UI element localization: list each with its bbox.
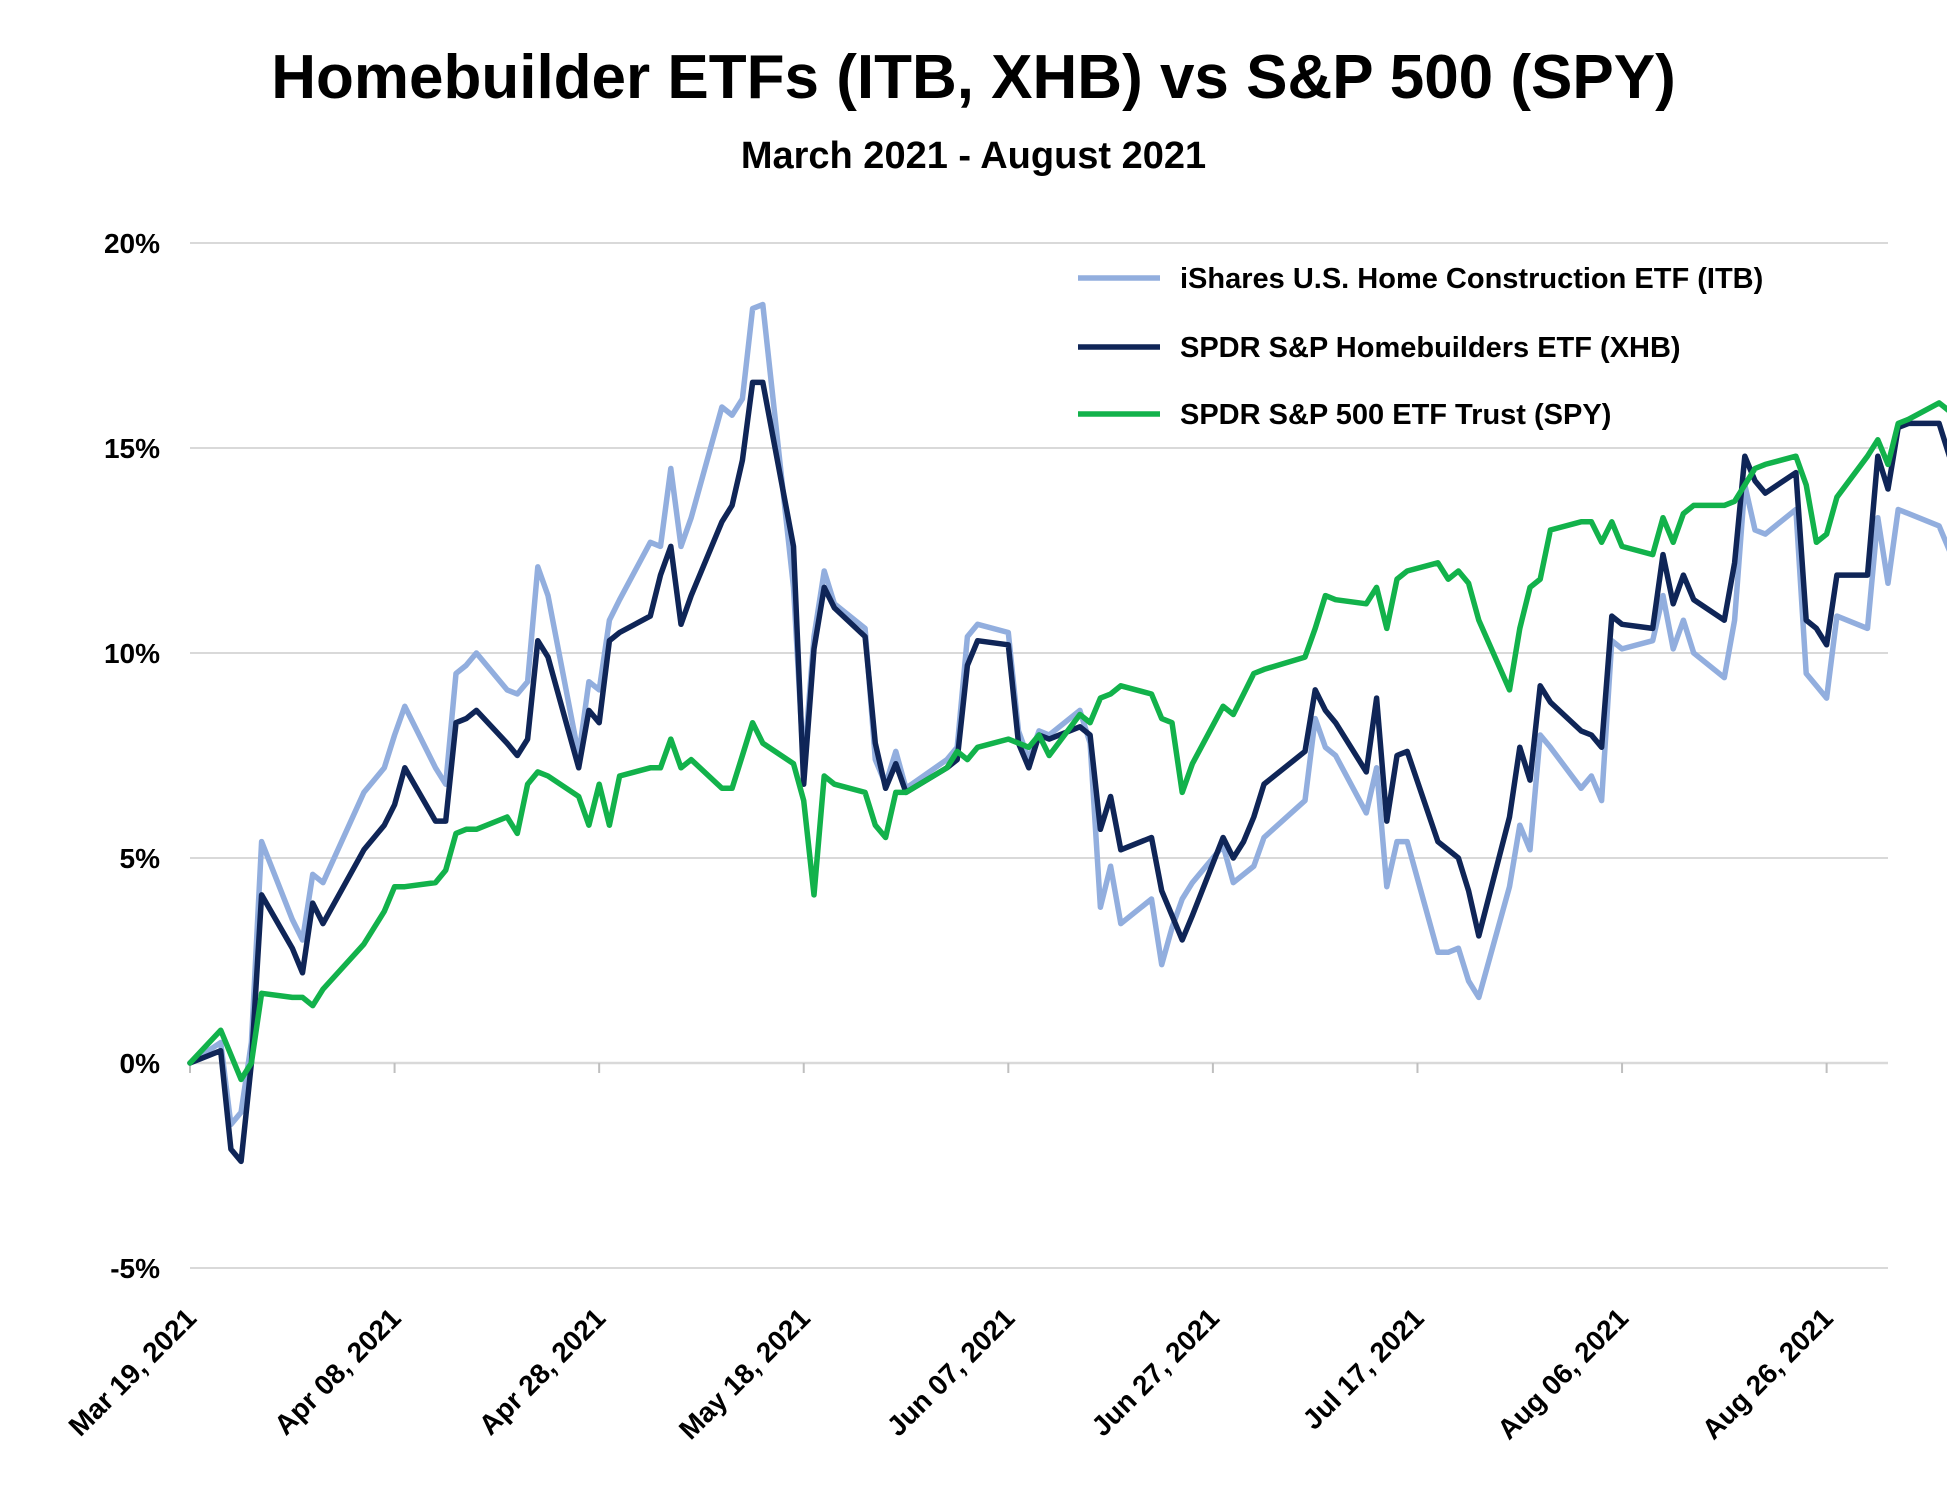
y-tick-label: 0% <box>120 1048 161 1079</box>
x-tick-label: Jul 17, 2021 <box>1297 1302 1430 1435</box>
x-axis-tick-labels: Mar 19, 2021 Apr 08, 2021 Apr 28, 2021 May … <box>63 1302 1839 1445</box>
y-tick-label: -5% <box>110 1253 160 1284</box>
x-tick-label: Apr 28, 2021 <box>473 1302 612 1441</box>
y-tick-label: 15% <box>104 433 160 464</box>
legend-label: iShares U.S. Home Construction ETF (ITB) <box>1180 263 1763 295</box>
legend: iShares U.S. Home Construction ETF (ITB)… <box>1078 263 1763 431</box>
x-axis <box>189 1061 1888 1073</box>
series-line <box>187 400 1947 1083</box>
series-line <box>187 301 1947 1128</box>
gridlines <box>190 242 1888 1269</box>
series-line <box>187 379 1947 1165</box>
y-axis-tick-labels: -5% 0% 5% 10% 15% 20% <box>104 228 160 1284</box>
x-tick-label: Aug 06, 2021 <box>1491 1302 1634 1445</box>
x-tick-label: Aug 26, 2021 <box>1696 1302 1839 1445</box>
y-tick-label: 10% <box>104 638 160 669</box>
x-tick-label: Apr 08, 2021 <box>268 1302 407 1441</box>
x-tick-label: Jun 27, 2021 <box>1085 1302 1225 1442</box>
legend-label: SPDR S&P Homebuilders ETF (XHB) <box>1180 332 1681 364</box>
series-lines <box>187 301 1947 1165</box>
y-tick-label: 5% <box>120 843 161 874</box>
legend-label: SPDR S&P 500 ETF Trust (SPY) <box>1180 399 1611 431</box>
y-tick-label: 20% <box>104 228 160 259</box>
chart-subtitle: March 2021 - August 2021 <box>740 135 1207 177</box>
x-tick-label: Mar 19, 2021 <box>63 1302 203 1442</box>
x-tick-label: May 18, 2021 <box>673 1302 816 1445</box>
chart-title: Homebuilder ETFs (ITB, XHB) vs S&P 500 (… <box>271 43 1676 112</box>
x-tick-label: Jun 07, 2021 <box>881 1302 1021 1442</box>
